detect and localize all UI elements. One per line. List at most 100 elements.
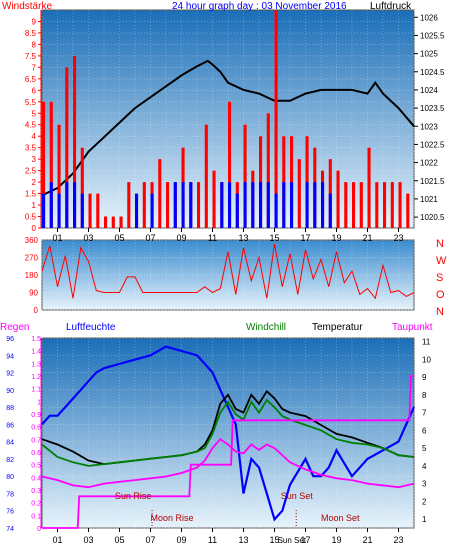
- wind-direction-line: [41, 243, 415, 300]
- wind-bar: [266, 182, 270, 228]
- legend-label: Luftfeuchte: [66, 322, 116, 333]
- right-tick-label: 1022: [420, 159, 438, 168]
- wind-bar: [158, 159, 162, 228]
- wind-bar: [173, 182, 177, 228]
- direction-tick-label: 90: [29, 289, 38, 298]
- x-tick-label: 03: [83, 535, 93, 545]
- wind-bar: [243, 124, 247, 228]
- wind-bar: [305, 182, 309, 228]
- x-tick-label: 01: [52, 535, 62, 545]
- right-tick-label: 1021.5: [420, 177, 445, 186]
- wind-bar: [305, 136, 309, 228]
- wind-bar: [119, 216, 123, 228]
- wind-bar: [42, 101, 46, 228]
- wind-bar: [49, 101, 53, 228]
- temperature-tick-label: 11: [422, 338, 431, 347]
- left-tick-label: 7.5: [25, 52, 37, 61]
- compass-label: O: [436, 289, 445, 301]
- rain-tick-label: 1.3: [31, 361, 41, 368]
- x-tick-label: 21: [362, 535, 372, 545]
- temperature-tick-label: 4: [422, 462, 427, 471]
- x-tick-label: 15: [269, 535, 279, 545]
- wind-bar: [398, 182, 402, 228]
- wind-bar: [243, 182, 247, 228]
- rain-tick-label: 0.6: [31, 450, 41, 457]
- temperature-tick-label: 8: [422, 391, 427, 400]
- humidity-tick-label: 96: [6, 336, 14, 343]
- x-tick-label: 19: [331, 535, 341, 545]
- legend-label: Regen: [0, 322, 29, 333]
- left-tick-label: 3.5: [25, 144, 37, 153]
- wind-bar: [297, 159, 301, 228]
- left-tick-label: 7: [32, 63, 37, 72]
- wind-bar: [251, 182, 255, 228]
- wind-bar: [228, 101, 232, 228]
- wind-bar: [259, 136, 263, 228]
- wind-bar: [111, 216, 115, 228]
- x-tick-label: 09: [176, 535, 186, 545]
- rain-tick-label: 0.4: [31, 475, 41, 482]
- left-tick-label: 9: [32, 17, 37, 26]
- right-tick-label: 1025: [420, 50, 438, 59]
- rain-tick-label: 1.2: [31, 374, 41, 381]
- humidity-tick-label: 92: [6, 371, 14, 378]
- compass-label: N: [436, 306, 444, 318]
- wind-bar: [290, 182, 294, 228]
- x-tick-label: 03: [83, 233, 93, 243]
- humidity-tick-label: 84: [6, 440, 14, 447]
- wind-bar: [65, 67, 69, 228]
- x-tick-label: 13: [238, 535, 248, 545]
- x-tick-label: 13: [238, 233, 248, 243]
- temperature-tick-label: 2: [422, 497, 427, 506]
- wind-bar: [259, 182, 263, 228]
- left-tick-label: 6: [32, 86, 37, 95]
- left-tick-label: 0.5: [25, 213, 37, 222]
- left-axis-label: Windstärke: [2, 1, 52, 12]
- wind-bar: [150, 193, 154, 228]
- legend-label: Temperatur: [312, 322, 363, 333]
- x-tick-label: 07: [145, 535, 155, 545]
- x-tick-label: 05: [114, 233, 124, 243]
- wind-bar: [367, 147, 371, 228]
- wind-bar: [212, 170, 216, 228]
- left-tick-label: 4: [32, 132, 37, 141]
- wind-bar: [344, 182, 348, 228]
- temperature-tick-label: 7: [422, 409, 427, 418]
- wind-bar: [383, 182, 387, 228]
- annotation-label: Moon Rise: [151, 513, 194, 523]
- pressure-line: [41, 59, 415, 197]
- annotation-label: Sun Rise: [115, 491, 152, 501]
- wind-bar: [290, 136, 294, 228]
- wind-bar: [282, 182, 286, 228]
- wind-bar: [375, 182, 379, 228]
- x-tick-label: 09: [176, 233, 186, 243]
- left-tick-label: 5: [32, 109, 37, 118]
- x-tick-label: 11: [208, 535, 217, 545]
- x-tick-label: 01: [52, 233, 62, 243]
- wind-bar: [80, 193, 84, 228]
- temperature-tick-label: 6: [422, 426, 427, 435]
- x-tick-label: 11: [208, 233, 217, 243]
- compass-label: N: [436, 238, 444, 250]
- x-tick-label: 07: [145, 233, 155, 243]
- wind-bar: [80, 147, 84, 228]
- left-tick-label: 4.5: [25, 121, 37, 130]
- wind-bar: [328, 193, 332, 228]
- wind-bar: [266, 113, 270, 228]
- rain-tick-label: 0.8: [31, 425, 41, 432]
- rain-tick-label: 0.7: [31, 437, 41, 444]
- left-tick-label: 8: [32, 40, 37, 49]
- wind-bar: [204, 124, 208, 228]
- legend-label: Windchill: [246, 322, 286, 333]
- annotation-label: Moon Set: [321, 513, 360, 523]
- wind-bar: [73, 55, 77, 228]
- right-tick-label: 1022.5: [420, 140, 445, 149]
- wind-bar: [142, 182, 146, 228]
- wind-bar: [282, 136, 286, 228]
- wind-bar: [88, 193, 92, 228]
- temperature-tick-label: 10: [422, 355, 431, 364]
- humidity-tick-label: 86: [6, 422, 14, 429]
- wind-bar: [104, 216, 108, 228]
- wind-bar: [313, 182, 317, 228]
